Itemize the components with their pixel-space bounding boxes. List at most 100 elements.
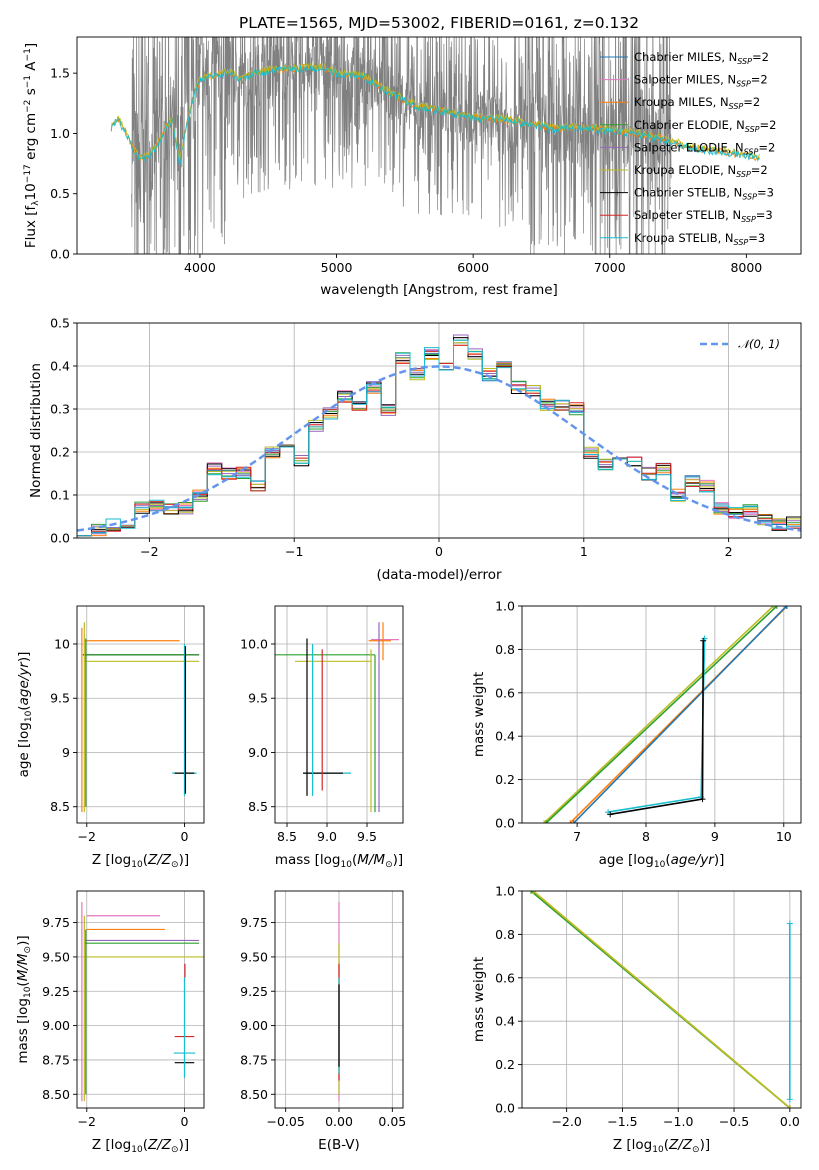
weight_vs_age-ylabel: mass weight <box>471 672 487 757</box>
weight-line <box>573 606 788 823</box>
histogram-plot <box>77 334 801 538</box>
y-tick-label: 8.5 <box>50 799 70 814</box>
y-tick-label: 1.0 <box>495 884 515 899</box>
y-tick-label: 9.5 <box>50 691 70 706</box>
y-tick-label: 0.0 <box>495 816 515 831</box>
legend-entry: Salpeter STELIB, NSSP=3 <box>634 208 773 224</box>
y-tick-label: 9.50 <box>240 949 268 964</box>
y-tick-label: 8.75 <box>42 1052 70 1067</box>
weight_vs_age-xlabel: age [log10(age/yr)] <box>599 852 725 870</box>
y-tick-label: 0.8 <box>495 927 515 942</box>
x-tick-label: −1.5 <box>607 1114 637 1129</box>
y-tick-label: 0.0 <box>495 1101 515 1116</box>
age_vs_Z-xlabel: Z [log10(Z/Z⊙)] <box>92 852 189 870</box>
weight_vs_age-frame <box>521 605 802 824</box>
y-tick-label: 9.0 <box>248 745 268 760</box>
x-tick-label: 0 <box>435 544 443 559</box>
y-tick-label: 9 <box>62 745 70 760</box>
x-tick-label: 9.5 <box>357 829 377 844</box>
weight_vs_Z-frame <box>521 890 802 1109</box>
histogram-ylabel: Normed distribution <box>28 363 44 498</box>
weight_vs_Z-ylabel: mass weight <box>471 957 487 1042</box>
weight_vs_Z-plot <box>527 891 793 1108</box>
legend-entry: Kroupa STELIB, NSSP=3 <box>634 231 765 247</box>
x-tick-label: 0.0 <box>780 1114 800 1129</box>
legend-entry: Salpeter MILES, NSSP=2 <box>634 73 768 89</box>
weight_vs_Z-axes: −2.0 −1.5 −1.0 −0.5 0.0 0.0 0.2 0.4 0.6 0.8 1.0 <box>495 884 801 1129</box>
x-tick-label: 8000 <box>730 260 762 275</box>
weight-line <box>543 606 774 823</box>
legend-entry: Kroupa ELODIE, NSSP=2 <box>634 163 768 179</box>
y-tick-label: 0.4 <box>495 1014 515 1029</box>
y-tick-label: 0.4 <box>50 359 70 374</box>
y-tick-label: 0.6 <box>495 685 515 700</box>
model-spectrum-kroupa-stelib <box>110 65 760 165</box>
age_vs_mass-frame <box>274 605 404 824</box>
age_vs_mass-plot <box>275 622 399 813</box>
x-tick-label: 9 <box>711 829 719 844</box>
age_vs_Z-ylabel: age [log10(age/yr)] <box>16 652 34 778</box>
spectrum-title: PLATE=1565, MJD=53002, FIBERID=0161, z=0… <box>239 14 639 32</box>
y-tick-label: 8.5 <box>248 799 268 814</box>
x-tick-label: 0.00 <box>325 1114 353 1129</box>
y-tick-label: 0.0 <box>50 247 70 262</box>
y-tick-label: 1.0 <box>50 126 70 141</box>
histogram-xlabel: (data-model)/error <box>376 567 502 583</box>
residual_hist-frame <box>76 322 802 539</box>
y-tick-label: 0.8 <box>495 642 515 657</box>
age_vs_Z-plot <box>81 622 200 813</box>
x-tick-label: −0.05 <box>267 1114 305 1129</box>
legend-entry: Chabrier ELODIE, NSSP=2 <box>634 118 776 134</box>
spectrum-frame <box>76 36 802 255</box>
y-tick-label: 9.50 <box>42 949 70 964</box>
mass_vs_ebv-xlabel: E(B-V) <box>318 1137 360 1153</box>
x-tick-label: 8.5 <box>277 829 297 844</box>
y-tick-label: 0.0 <box>50 531 70 546</box>
y-tick-label: 9.75 <box>42 915 70 930</box>
mass_vs_Z-xlabel: Z [log10(Z/Z⊙)] <box>92 1137 189 1155</box>
x-tick-label: −1 <box>285 544 303 559</box>
y-tick-label: 8.50 <box>42 1087 70 1102</box>
y-tick-label: 9.25 <box>42 984 70 999</box>
y-tick-label: 9.75 <box>240 915 268 930</box>
histogram-kroupa-stelib <box>77 339 801 538</box>
x-tick-label: 0 <box>180 829 188 844</box>
legend-entry: Chabrier STELIB, NSSP=3 <box>634 186 774 202</box>
weight-line <box>532 891 791 1108</box>
age_vs_mass-axes: 8.5 9.0 9.5 8.5 9.0 9.5 10.0 <box>240 606 403 844</box>
x-tick-label: 1 <box>580 544 588 559</box>
mass_vs_ebv-axes: −0.05 0.00 0.05 8.50 8.75 9.00 9.25 9.50 9.75 <box>240 891 406 1129</box>
mass_vs_Z-frame <box>76 890 205 1109</box>
age_vs_Z-frame <box>76 605 205 824</box>
y-tick-label: 1.5 <box>50 66 70 81</box>
legend-entry: Salpeter ELODIE, NSSP=2 <box>634 140 775 156</box>
y-tick-label: 1.0 <box>495 599 515 614</box>
weight-line <box>607 638 706 813</box>
x-tick-label: 5000 <box>321 260 353 275</box>
mass_vs_Z-plot <box>81 901 204 1102</box>
legend-entry: Chabrier MILES, NSSP=2 <box>634 50 769 66</box>
observed-spectrum-line <box>131 37 672 254</box>
x-tick-label: 4000 <box>184 260 216 275</box>
mass_vs_Z-axes: −2 0 8.50 8.75 9.00 9.25 9.50 9.75 <box>42 891 204 1129</box>
x-tick-label: −2.0 <box>551 1114 581 1129</box>
x-tick-label: 0.05 <box>378 1114 406 1129</box>
weight_vs_age-axes: 7 8 9 10 0.0 0.2 0.4 0.6 0.8 1.0 <box>495 599 801 844</box>
mass_vs_Z-ylabel: mass [log10(M/M⊙)] <box>15 935 33 1063</box>
y-tick-label: 0.1 <box>50 488 70 503</box>
residual_hist-axes: −2 −1 0 1 2 0.0 0.1 0.2 0.3 0.4 0.5 <box>50 316 801 559</box>
y-tick-label: 0.4 <box>495 729 515 744</box>
y-tick-label: 0.2 <box>495 1057 515 1072</box>
y-tick-label: 9.00 <box>240 1018 268 1033</box>
x-tick-label: 0 <box>180 1114 188 1129</box>
weight-line <box>610 640 704 816</box>
spectrum-legend: Chabrier MILES, NSSP=2 Salpeter MILES, NS… <box>600 50 776 247</box>
histogram-legend: 𝒩(0, 1) <box>700 337 780 351</box>
y-tick-label: 0.2 <box>495 772 515 787</box>
weight_vs_age-plot <box>541 606 791 823</box>
x-tick-label: 7000 <box>594 260 626 275</box>
y-tick-label: 0.2 <box>50 445 70 460</box>
spectrum-xlabel: wavelength [Angstrom, rest frame] <box>320 282 558 298</box>
x-tick-label: −0.5 <box>719 1114 749 1129</box>
